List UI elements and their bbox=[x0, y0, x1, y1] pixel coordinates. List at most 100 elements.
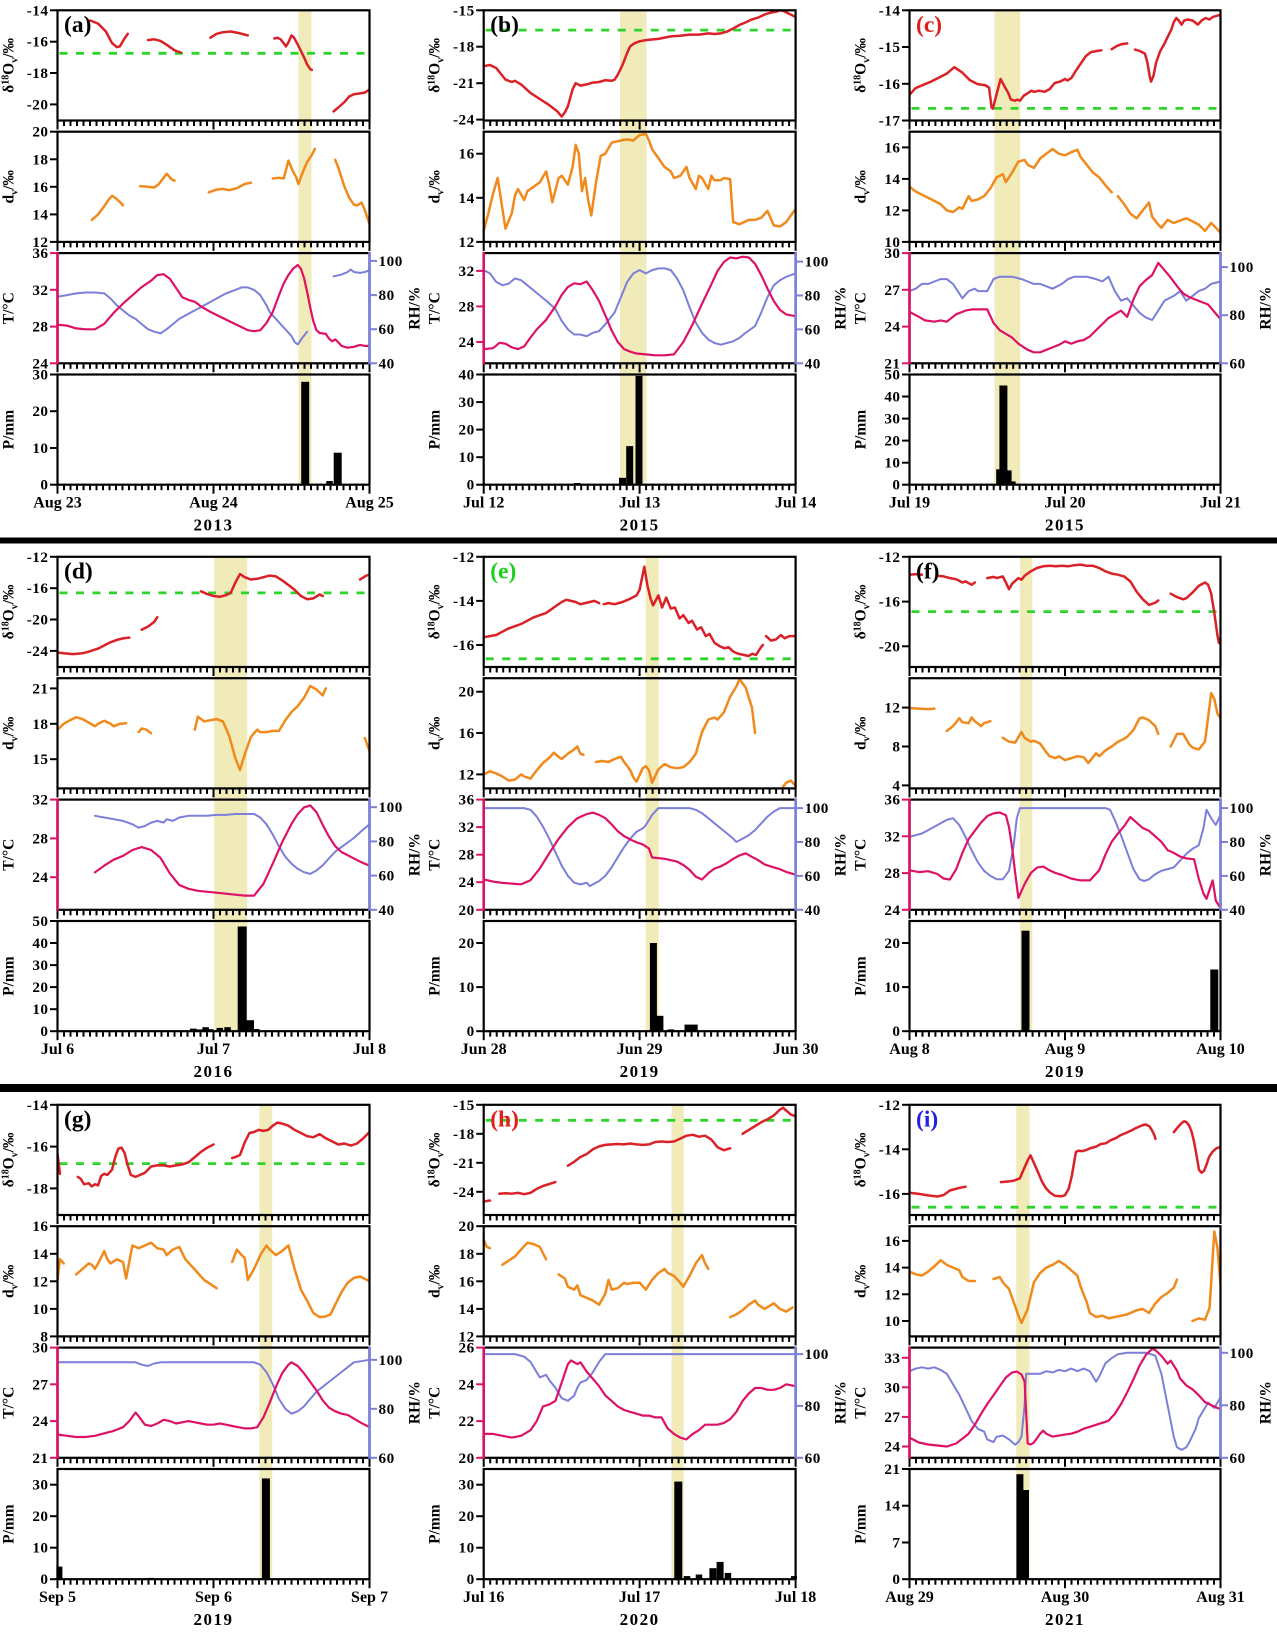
svg-text:RH/%: RH/% bbox=[1258, 833, 1275, 876]
svg-text:80: 80 bbox=[1230, 834, 1246, 851]
svg-text:50: 50 bbox=[32, 913, 48, 930]
svg-text:18: 18 bbox=[32, 716, 48, 733]
svg-text:14: 14 bbox=[884, 1498, 900, 1515]
svg-text:-24: -24 bbox=[453, 112, 475, 129]
svg-text:-16: -16 bbox=[453, 637, 475, 654]
svg-text:20: 20 bbox=[32, 979, 48, 996]
svg-text:60: 60 bbox=[1230, 868, 1246, 885]
svg-text:20: 20 bbox=[459, 1508, 475, 1525]
svg-text:16: 16 bbox=[32, 179, 48, 196]
svg-text:8: 8 bbox=[40, 1328, 48, 1345]
svg-text:RH/%: RH/% bbox=[407, 833, 424, 876]
svg-text:20: 20 bbox=[459, 684, 475, 701]
svg-text:32: 32 bbox=[32, 282, 48, 299]
svg-text:-15: -15 bbox=[879, 39, 901, 56]
svg-text:80: 80 bbox=[1230, 307, 1246, 324]
svg-text:60: 60 bbox=[805, 1450, 821, 1467]
svg-text:32: 32 bbox=[459, 263, 475, 280]
svg-text:12: 12 bbox=[459, 234, 475, 251]
svg-text:100: 100 bbox=[379, 1352, 403, 1369]
svg-text:-24: -24 bbox=[27, 643, 49, 660]
svg-text:P/mm: P/mm bbox=[427, 410, 444, 450]
svg-text:14: 14 bbox=[884, 1260, 900, 1277]
svg-text:-14: -14 bbox=[27, 2, 49, 19]
svg-text:-16: -16 bbox=[879, 594, 901, 611]
svg-text:40: 40 bbox=[805, 902, 821, 919]
svg-text:60: 60 bbox=[805, 321, 821, 338]
svg-text:100: 100 bbox=[379, 799, 403, 816]
svg-text:Aug 30: Aug 30 bbox=[1041, 1589, 1089, 1606]
svg-text:18: 18 bbox=[32, 151, 48, 168]
svg-text:20: 20 bbox=[459, 1450, 475, 1467]
svg-text:0: 0 bbox=[892, 477, 900, 494]
svg-text:30: 30 bbox=[884, 1379, 900, 1396]
svg-text:22: 22 bbox=[459, 1413, 475, 1430]
svg-text:P/mm: P/mm bbox=[1, 1504, 18, 1544]
svg-text:36: 36 bbox=[459, 792, 475, 809]
svg-text:40: 40 bbox=[379, 902, 395, 919]
svg-text:dv/‰: dv/‰ bbox=[427, 1264, 447, 1298]
svg-text:Jul 21: Jul 21 bbox=[1200, 495, 1241, 512]
svg-text:dv/‰: dv/‰ bbox=[1, 1264, 21, 1298]
svg-text:dv/‰: dv/‰ bbox=[427, 170, 447, 204]
svg-text:10: 10 bbox=[884, 1313, 900, 1330]
svg-text:Aug 23: Aug 23 bbox=[33, 495, 81, 512]
svg-text:dv/‰: dv/‰ bbox=[427, 716, 447, 750]
svg-text:12: 12 bbox=[32, 1273, 48, 1290]
svg-text:12: 12 bbox=[459, 766, 475, 783]
svg-text:T/°C: T/°C bbox=[427, 1387, 444, 1419]
svg-text:Jul 14: Jul 14 bbox=[775, 495, 816, 512]
svg-text:Jun 28: Jun 28 bbox=[461, 1041, 507, 1058]
svg-text:-16: -16 bbox=[27, 34, 49, 51]
svg-text:0: 0 bbox=[467, 1023, 475, 1040]
svg-text:(c): (c) bbox=[916, 12, 942, 38]
svg-text:16: 16 bbox=[32, 1218, 48, 1235]
svg-text:-14: -14 bbox=[453, 593, 475, 610]
svg-text:100: 100 bbox=[805, 800, 829, 817]
svg-text:80: 80 bbox=[379, 1401, 395, 1418]
svg-text:32: 32 bbox=[459, 819, 475, 836]
svg-text:-12: -12 bbox=[27, 549, 49, 566]
svg-text:40: 40 bbox=[379, 355, 395, 372]
svg-text:-15: -15 bbox=[453, 2, 475, 19]
svg-text:-14: -14 bbox=[27, 1097, 49, 1114]
svg-text:T/°C: T/°C bbox=[1, 1387, 18, 1419]
svg-text:28: 28 bbox=[884, 865, 900, 882]
svg-text:10: 10 bbox=[32, 1301, 48, 1318]
svg-text:Jun 30: Jun 30 bbox=[773, 1041, 819, 1058]
svg-text:60: 60 bbox=[805, 868, 821, 885]
svg-text:-16: -16 bbox=[27, 580, 49, 597]
svg-text:-14: -14 bbox=[879, 2, 901, 19]
svg-text:14: 14 bbox=[459, 190, 475, 207]
svg-text:P/mm: P/mm bbox=[427, 1504, 444, 1544]
svg-text:dv/‰: dv/‰ bbox=[1, 716, 21, 750]
svg-text:-12: -12 bbox=[879, 549, 901, 566]
svg-text:10: 10 bbox=[884, 234, 900, 251]
svg-text:-20: -20 bbox=[27, 96, 49, 113]
svg-text:Jul 19: Jul 19 bbox=[889, 495, 930, 512]
svg-text:14: 14 bbox=[459, 1301, 475, 1318]
svg-text:20: 20 bbox=[884, 433, 900, 450]
svg-text:Aug 24: Aug 24 bbox=[189, 495, 237, 512]
svg-text:(h): (h) bbox=[490, 1106, 519, 1132]
svg-text:40: 40 bbox=[805, 355, 821, 372]
svg-text:Jul 17: Jul 17 bbox=[619, 1589, 660, 1606]
svg-text:14: 14 bbox=[884, 171, 900, 188]
svg-text:(b): (b) bbox=[490, 12, 519, 38]
svg-text:30: 30 bbox=[32, 1477, 48, 1494]
svg-text:T/°C: T/°C bbox=[853, 292, 870, 324]
svg-text:P/mm: P/mm bbox=[853, 956, 870, 996]
svg-text:(g): (g) bbox=[64, 1106, 91, 1132]
svg-text:30: 30 bbox=[884, 411, 900, 428]
svg-text:0: 0 bbox=[40, 477, 48, 494]
svg-text:-24: -24 bbox=[453, 1184, 475, 1201]
svg-text:12: 12 bbox=[884, 1286, 900, 1303]
svg-text:21: 21 bbox=[32, 1450, 48, 1467]
svg-text:16: 16 bbox=[459, 1273, 475, 1290]
svg-text:T/°C: T/°C bbox=[1, 292, 18, 324]
svg-text:21: 21 bbox=[884, 1461, 900, 1478]
svg-text:-21: -21 bbox=[453, 75, 475, 92]
svg-text:40: 40 bbox=[459, 367, 475, 384]
svg-text:-18: -18 bbox=[453, 1126, 475, 1143]
svg-text:2019: 2019 bbox=[620, 1062, 660, 1081]
